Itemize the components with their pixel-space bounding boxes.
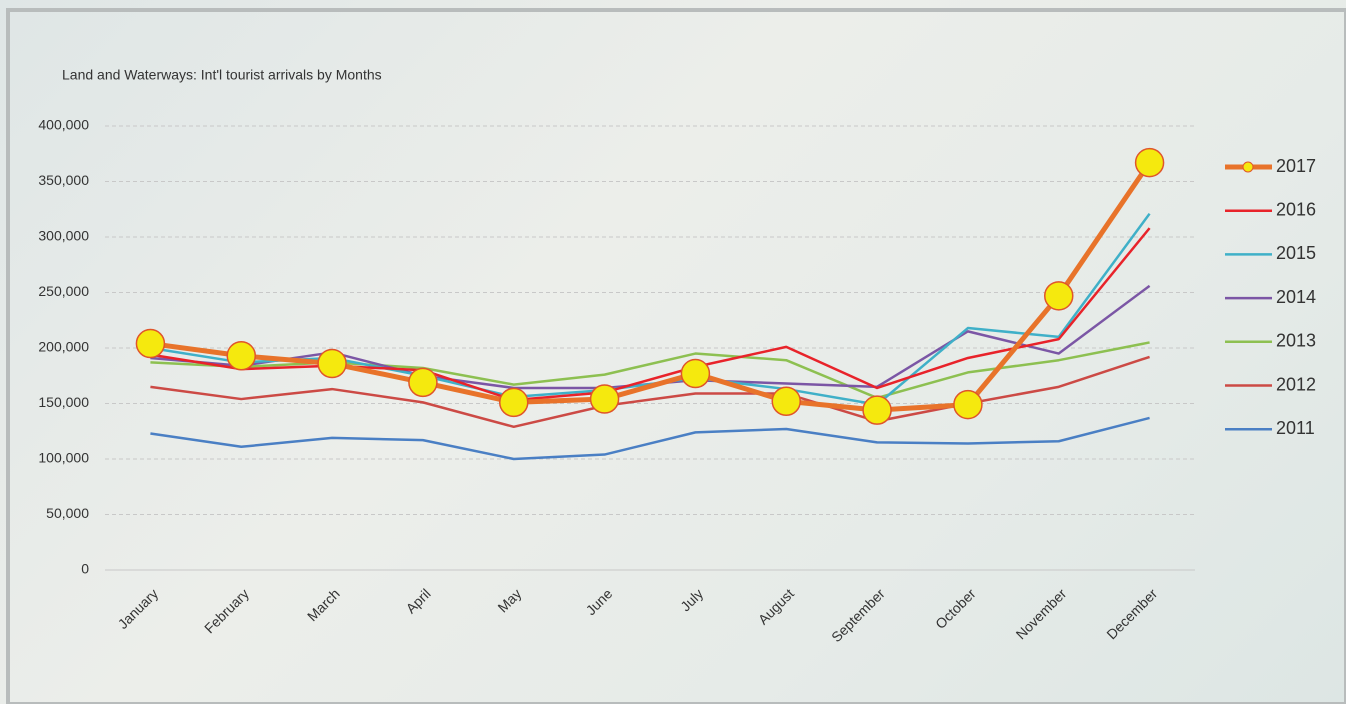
y-tick-label: 0	[81, 561, 89, 577]
frame	[6, 8, 1346, 704]
x-tick-label: March	[304, 585, 343, 624]
x-tick-label: September	[828, 585, 888, 645]
marker	[135, 328, 166, 359]
x-tick-label: April	[403, 585, 434, 616]
x-tick-label: February	[201, 585, 252, 636]
marker	[680, 358, 711, 389]
series-line	[150, 212, 1151, 406]
y-tick-label: 350,000	[38, 172, 89, 188]
x-tick-label: May	[494, 585, 524, 615]
legend-marker	[1242, 161, 1254, 173]
marker	[226, 341, 256, 371]
legend-label: 2016	[1276, 199, 1316, 219]
x-tick-label: October	[932, 585, 979, 632]
marker	[862, 395, 892, 425]
legend-label: 2015	[1276, 243, 1316, 263]
marker	[499, 387, 529, 418]
y-tick-label: 100,000	[38, 450, 89, 466]
series-line	[150, 284, 1151, 390]
y-tick-label: 300,000	[38, 228, 89, 244]
y-tick-label: 150,000	[38, 394, 89, 410]
marker	[1044, 281, 1074, 311]
x-tick-label: January	[115, 585, 162, 632]
series-line	[150, 161, 1152, 413]
legend-label: 2013	[1276, 331, 1316, 351]
x-tick-label: November	[1013, 585, 1070, 642]
marker	[408, 367, 438, 398]
marker	[953, 389, 983, 420]
series-line	[150, 416, 1150, 461]
marker	[317, 348, 347, 379]
legend-label: 2017	[1276, 156, 1316, 176]
x-tick-label: July	[677, 585, 706, 614]
chart-title: Land and Waterways: Int'l tourist arriva…	[62, 67, 382, 83]
y-tick-label: 50,000	[46, 505, 89, 521]
x-tick-label: June	[583, 585, 616, 618]
x-tick-label: December	[1103, 585, 1160, 642]
legend-label: 2012	[1276, 374, 1316, 394]
y-tick-label: 200,000	[38, 339, 89, 355]
marker	[589, 384, 620, 414]
x-tick-label: August	[755, 585, 797, 627]
y-tick-label: 400,000	[38, 117, 89, 133]
series-line	[150, 227, 1151, 402]
y-tick-label: 250,000	[38, 283, 89, 299]
legend-label: 2014	[1276, 287, 1316, 307]
series-line	[150, 355, 1150, 429]
legend-label: 2011	[1276, 418, 1315, 438]
marker	[771, 386, 801, 417]
marker	[1134, 147, 1165, 178]
